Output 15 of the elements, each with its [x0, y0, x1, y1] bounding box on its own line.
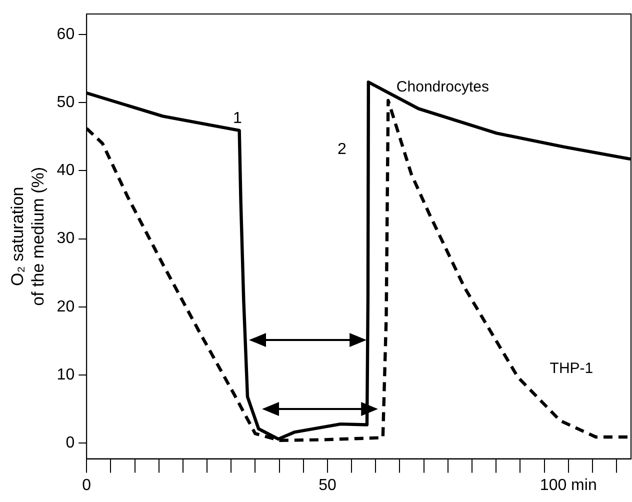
y-tick-label: 60 [56, 26, 75, 43]
x-tick-label: 100 min [540, 476, 597, 494]
y-tick-label: 20 [56, 298, 75, 316]
x-tick-label: 0 [82, 476, 92, 494]
x-tick-label: 50 [318, 476, 336, 494]
series-label: THP-1 [550, 360, 594, 378]
y-tick-label: 0 [66, 434, 75, 452]
y-tick-label: 30 [56, 230, 75, 248]
annotation: 1 [232, 110, 242, 127]
series-label: Chondrocytes [396, 78, 489, 96]
y-tick-label: 10 [56, 366, 75, 384]
annotation: 2 [337, 141, 346, 158]
y-tick-label: 40 [56, 162, 75, 180]
y-axis-title: O₂ saturation of the medium (%) [8, 166, 48, 306]
y-tick-label: 50 [56, 94, 75, 111]
